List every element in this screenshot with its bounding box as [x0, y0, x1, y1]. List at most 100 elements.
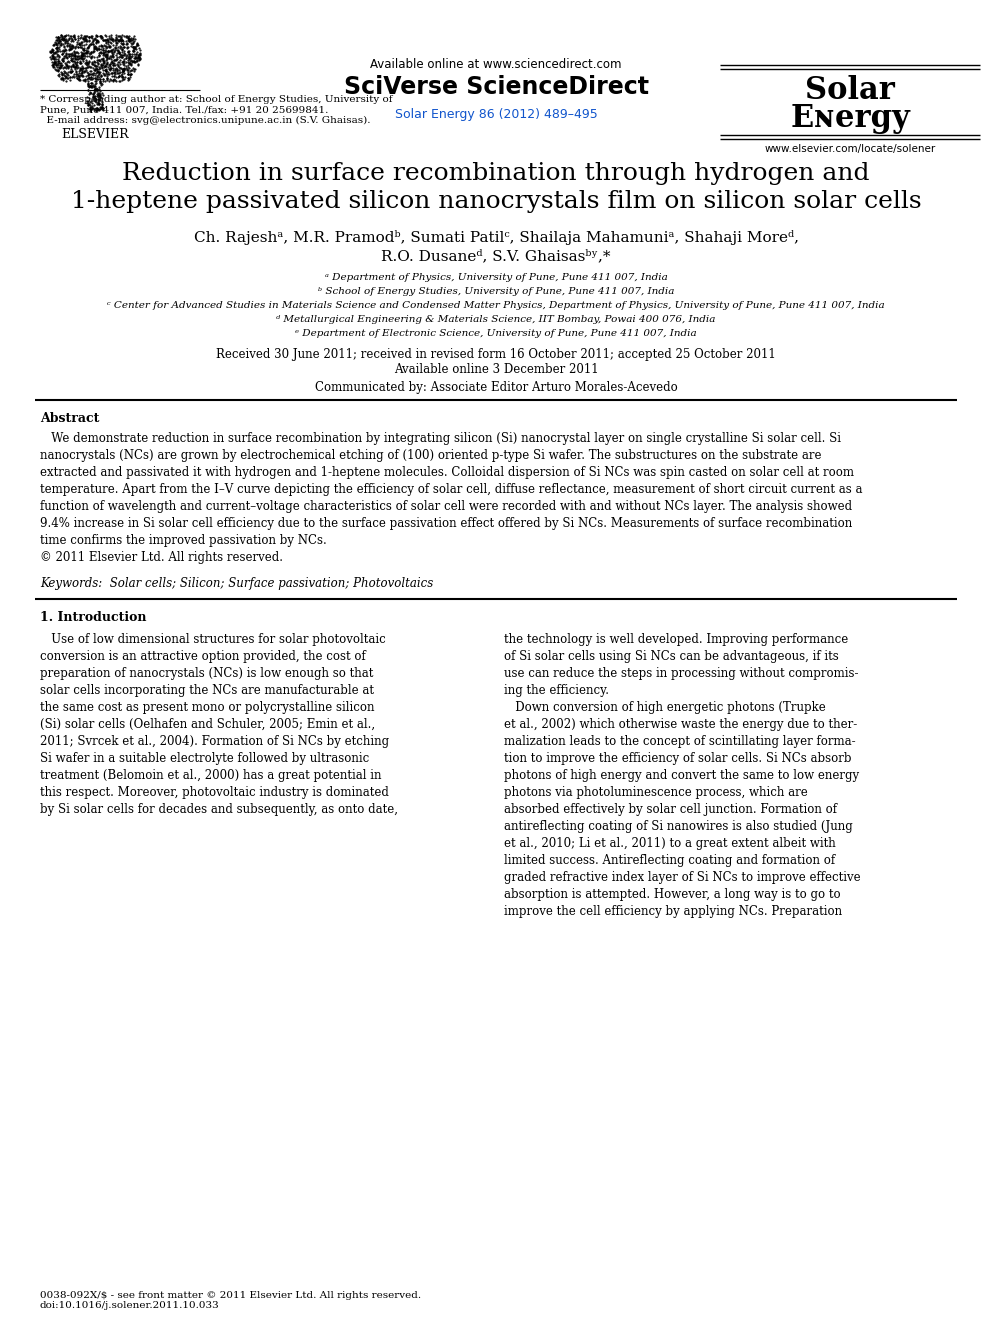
Point — [101, 58, 117, 79]
Point — [88, 99, 104, 120]
Point — [122, 44, 138, 65]
Point — [62, 45, 77, 66]
Point — [89, 29, 105, 50]
Point — [74, 60, 90, 81]
Point — [116, 60, 132, 81]
Point — [87, 75, 103, 97]
Point — [101, 57, 117, 78]
Point — [98, 58, 114, 79]
Point — [56, 57, 71, 78]
Point — [132, 44, 148, 65]
Point — [98, 61, 114, 82]
Point — [100, 41, 116, 62]
Point — [115, 50, 131, 71]
Point — [89, 40, 105, 61]
Point — [79, 54, 95, 75]
Point — [85, 75, 101, 97]
Point — [123, 36, 139, 57]
Point — [72, 33, 88, 54]
Point — [69, 46, 85, 67]
Point — [62, 28, 77, 49]
Point — [85, 89, 101, 110]
Point — [44, 49, 60, 70]
Point — [83, 25, 99, 46]
Point — [50, 49, 65, 70]
Point — [69, 41, 85, 62]
Point — [87, 85, 103, 106]
Point — [68, 66, 84, 87]
Point — [46, 41, 62, 62]
Point — [84, 99, 100, 120]
Point — [75, 42, 91, 64]
Point — [78, 25, 94, 46]
Point — [116, 40, 132, 61]
Point — [99, 52, 115, 73]
Point — [62, 25, 78, 46]
Point — [131, 46, 147, 67]
Point — [109, 58, 125, 79]
Point — [115, 52, 131, 73]
Point — [78, 65, 94, 86]
Point — [49, 32, 64, 53]
Point — [77, 45, 93, 66]
Point — [86, 78, 102, 99]
Point — [43, 46, 59, 67]
Point — [77, 57, 93, 78]
Point — [110, 54, 126, 75]
Point — [86, 85, 102, 106]
Point — [100, 36, 116, 57]
Point — [105, 57, 121, 78]
Point — [121, 42, 137, 64]
Point — [63, 62, 79, 83]
Point — [110, 29, 126, 50]
Point — [108, 25, 124, 46]
Point — [114, 38, 130, 60]
Point — [122, 53, 138, 74]
Point — [53, 30, 68, 52]
Point — [87, 70, 103, 91]
Point — [69, 33, 85, 54]
Point — [113, 32, 129, 53]
Point — [87, 78, 103, 99]
Point — [106, 49, 122, 70]
Point — [89, 97, 105, 118]
Point — [63, 48, 79, 69]
Point — [115, 37, 131, 58]
Point — [79, 73, 95, 94]
Point — [121, 57, 137, 78]
Point — [86, 82, 102, 103]
Point — [65, 48, 81, 69]
Point — [81, 42, 97, 64]
Point — [102, 41, 118, 62]
Point — [56, 28, 71, 49]
Point — [111, 70, 127, 91]
Point — [101, 54, 117, 75]
Point — [80, 26, 96, 48]
Point — [98, 37, 114, 58]
Point — [77, 49, 93, 70]
Point — [83, 75, 99, 97]
Point — [83, 57, 99, 78]
Point — [109, 60, 125, 81]
Point — [49, 34, 64, 56]
Point — [88, 30, 104, 52]
Point — [53, 41, 68, 62]
Point — [86, 77, 102, 98]
Point — [83, 71, 99, 93]
Point — [82, 41, 98, 62]
Point — [84, 98, 100, 119]
Point — [115, 60, 131, 81]
Point — [66, 40, 82, 61]
Point — [71, 60, 87, 81]
Point — [126, 58, 142, 79]
Point — [112, 36, 128, 57]
Point — [44, 48, 60, 69]
Point — [86, 52, 102, 73]
Point — [97, 25, 113, 46]
Point — [55, 25, 70, 46]
Point — [46, 54, 62, 75]
Point — [74, 34, 90, 56]
Point — [114, 69, 130, 90]
Point — [72, 52, 88, 73]
Point — [86, 38, 102, 60]
